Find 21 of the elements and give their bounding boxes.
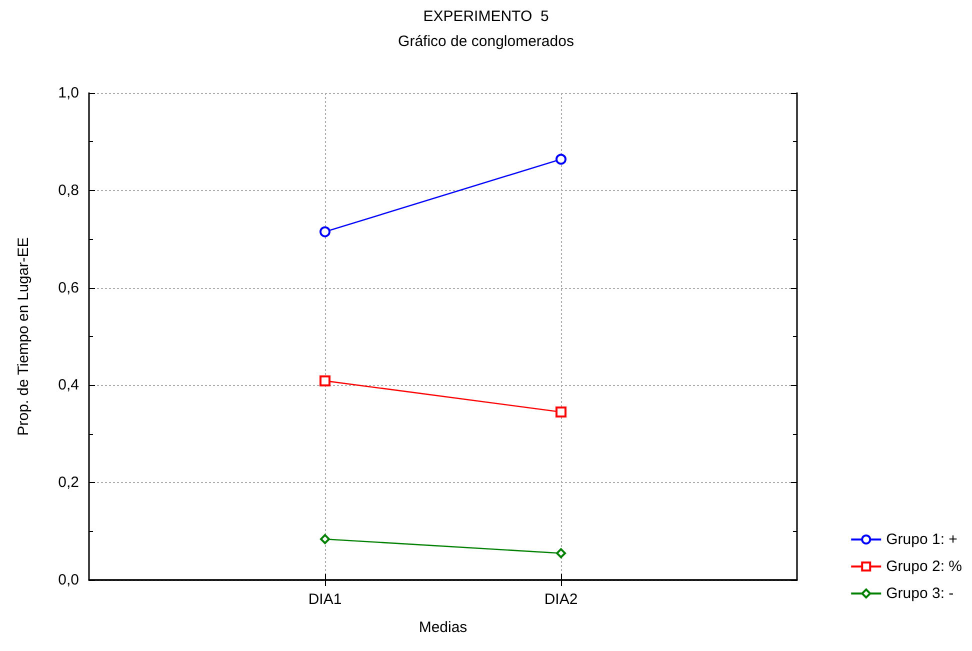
y-tick-label: 0,0 [58, 572, 79, 588]
x-tick-label: DIA1 [308, 591, 342, 608]
point [320, 226, 330, 238]
legend-label: Grupo 2: % [886, 558, 962, 575]
point [320, 375, 330, 386]
y-tick-label: 0,6 [58, 279, 79, 296]
y-tick-label: 0,4 [58, 376, 79, 394]
y-tick-label: 0,8 [58, 182, 79, 199]
point [556, 154, 566, 165]
y-axis-title: Prop. de Tiempo en Lugar-EE [15, 237, 32, 436]
legend-label: Grupo 3: - [886, 585, 954, 602]
x-axis-title: Medias [418, 619, 468, 636]
point [320, 534, 330, 544]
legend-label: Grupo 1: + [886, 531, 958, 548]
y-tick-label: 0,2 [58, 474, 79, 492]
point [556, 406, 566, 418]
x-tick-label: DIA2 [544, 591, 578, 608]
y-tick-label: 1,0 [58, 84, 79, 102]
chart-subtitle: Gráfico de conglomerados [398, 33, 574, 50]
point [556, 548, 566, 558]
chart-title: EXPERIMENTO 5 [423, 8, 549, 25]
